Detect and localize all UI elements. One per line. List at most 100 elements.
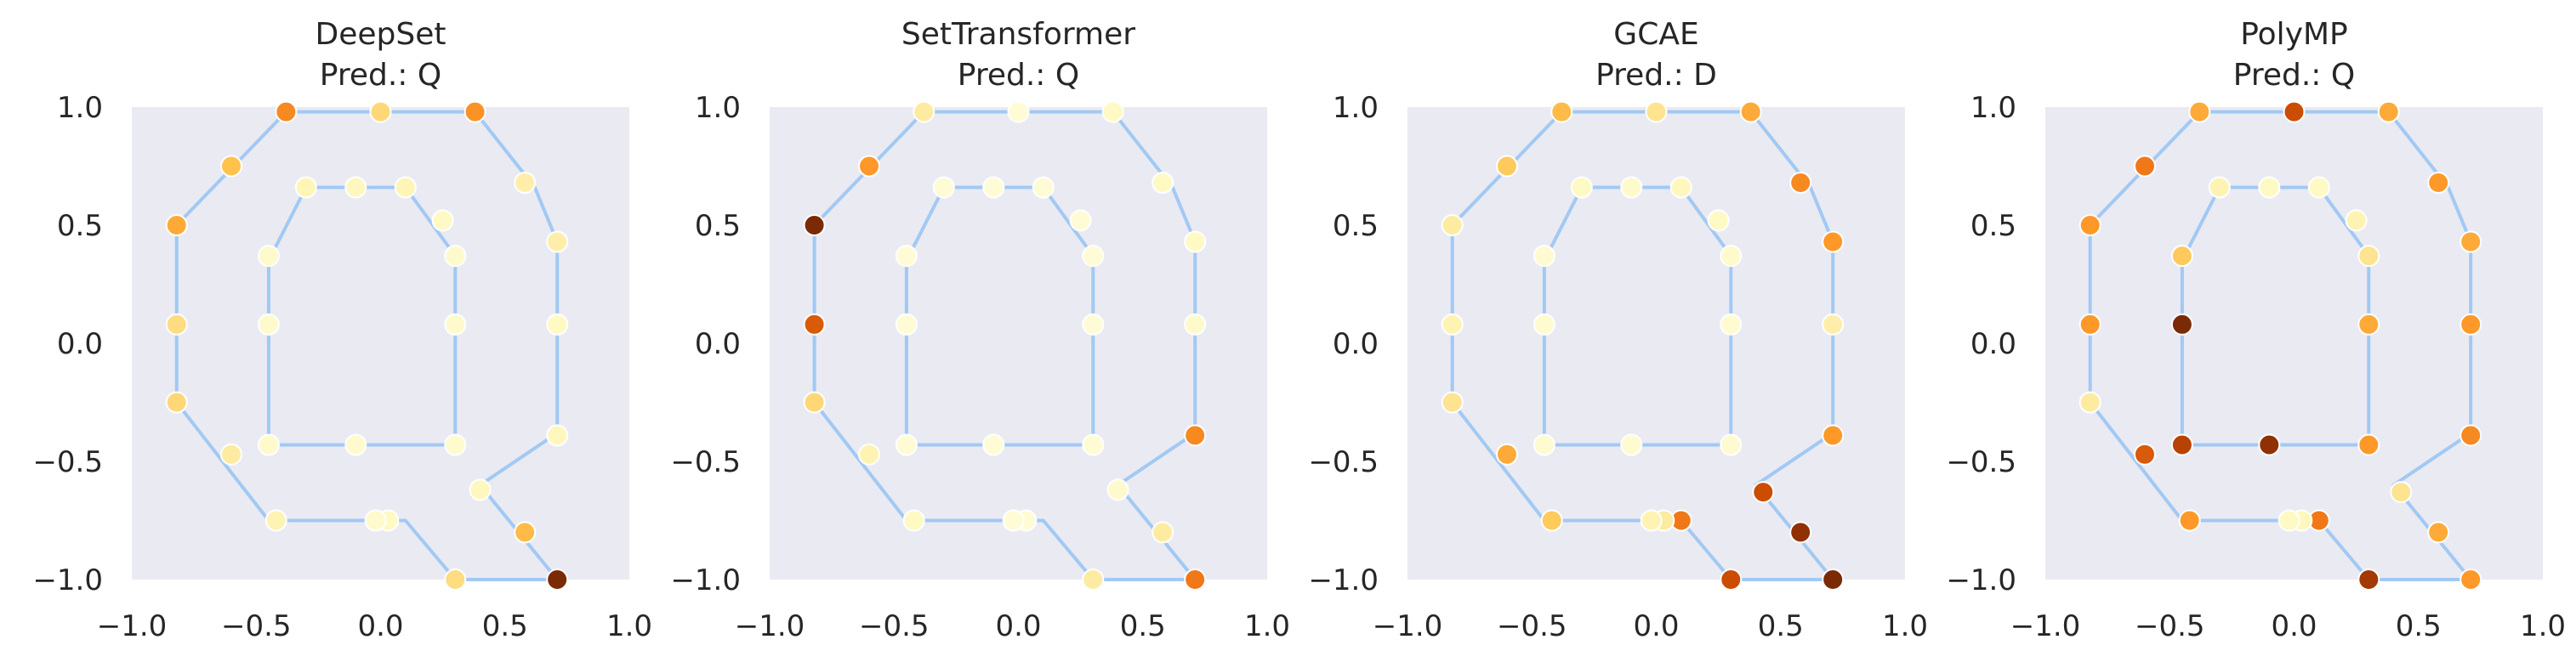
scatter-point [165,313,188,336]
x-tick-label: −1.0 [2010,609,2081,643]
scatter-point [1441,214,1464,236]
scatter-point [257,245,280,268]
y-tick-label: 0.5 [1970,209,2016,243]
scatter-point [2078,214,2101,236]
scatter-point [2170,313,2193,336]
subplot-title: DeepSet [316,17,446,52]
scatter-point [2345,209,2368,232]
scatter-point [1533,245,1555,268]
scatter-point [394,176,417,199]
scatter-point [1752,481,1775,504]
scatter-point [257,313,280,336]
scatter-point [2258,433,2281,456]
scatter-point [1007,100,1030,123]
x-tick-label: 0.5 [2396,609,2442,643]
x-tick-label: 0.0 [357,609,403,643]
scatter-point [2390,481,2413,504]
scatter-point [444,313,467,336]
scatter-point [1533,313,1555,336]
x-tick-label: 0.5 [482,609,528,643]
x-tick-label: −0.5 [859,609,930,643]
scatter-point [2134,155,2156,178]
y-tick-label: 1.0 [1970,91,2016,125]
plot-area [1407,107,1905,580]
scatter-point [1645,100,1668,123]
scatter-point [1570,176,1593,199]
scatter-point [275,100,298,123]
scatter-point [1533,433,1555,456]
scatter-point [1106,478,1129,501]
scatter-point [1707,209,1730,232]
scatter-point [982,176,1005,199]
x-tick-label: −0.5 [1497,609,1567,643]
scatter-point [2459,230,2482,253]
y-tick-label: 0.5 [695,209,741,243]
scatter-point [2357,313,2380,336]
subplot-prediction: Pred.: Q [958,58,1079,93]
scatter-point [2459,569,2482,591]
y-tick-label: 1.0 [1333,91,1379,125]
x-tick-label: 1.0 [1244,609,1290,643]
scatter-point [2427,172,2450,194]
scatter-point [444,433,467,456]
scatter-point [1101,100,1124,123]
scatter-point [431,209,454,232]
scatter-point [220,443,242,466]
y-tick-label: −0.5 [670,445,741,479]
scatter-point [1441,391,1464,414]
scatter-point [165,391,188,414]
scatter-point [1822,424,1845,447]
scatter-point [514,521,537,544]
subplot-prediction: Pred.: Q [2233,58,2355,93]
scatter-point [463,100,486,123]
y-tick-label: 0.0 [1333,327,1379,361]
scatter-point [982,433,1005,456]
subplot-prediction: Pred.: Q [320,58,441,93]
scatter-point [546,230,569,253]
scatter-point [1082,569,1105,591]
y-tick-label: −1.0 [670,563,741,597]
scatter-point [1640,509,1663,532]
y-tick-label: 0.0 [57,327,103,361]
scatter-point [2377,100,2400,123]
scatter-point [1496,155,1518,178]
scatter-point [2178,509,2201,532]
scatter-point [2283,100,2306,123]
x-tick-label: −0.5 [2135,609,2205,643]
y-tick-label: 0.0 [1970,327,2016,361]
x-tick-label: 0.0 [1633,609,1679,643]
scatter-point [932,176,955,199]
scatter-point [1739,100,1762,123]
x-tick-label: 1.0 [1882,609,1928,643]
y-tick-label: −1.0 [32,563,103,597]
scatter-point [514,172,537,194]
scatter-point [1069,209,1092,232]
scatter-point [546,569,569,591]
scatter-point [2427,521,2450,544]
y-tick-label: 0.0 [695,327,741,361]
x-tick-label: −0.5 [221,609,292,643]
scatter-point [165,214,188,236]
scatter-point [1032,176,1055,199]
y-tick-label: −0.5 [1308,445,1379,479]
scatter-point [2208,176,2231,199]
scatter-point [1082,245,1105,268]
subplot-deepset: DeepSet Pred.: Q −1.0 −0.5 0.0 0.5 1.0 1.0 0.5… [32,17,652,643]
scatter-point [1822,313,1845,336]
scatter-point [469,478,492,501]
plot-area [132,107,629,580]
y-tick-label: −1.0 [1308,563,1379,597]
y-tick-label: 0.5 [1333,209,1379,243]
scatter-point [1002,509,1025,532]
scatter-point [220,155,242,178]
x-tick-label: 0.0 [2271,609,2317,643]
scatter-point [2357,569,2380,591]
scatter-point [294,176,317,199]
scatter-point [1822,230,1845,253]
scatter-point [1441,313,1464,336]
scatter-point [803,391,826,414]
y-tick-label: 1.0 [695,91,741,125]
x-tick-label: 1.0 [606,609,652,643]
scatter-point [1184,424,1207,447]
